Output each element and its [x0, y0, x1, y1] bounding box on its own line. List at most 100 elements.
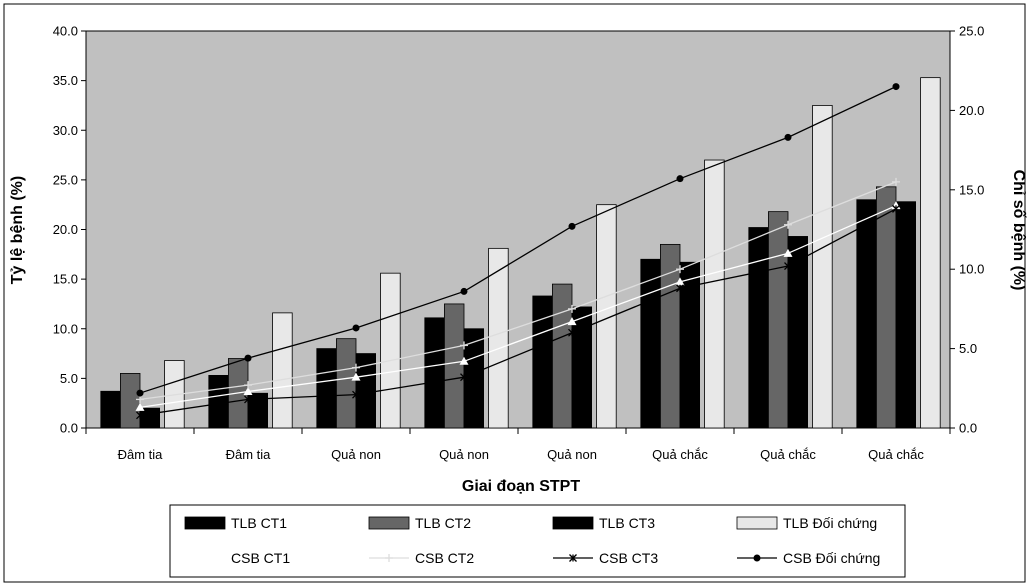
legend-marker — [753, 554, 761, 562]
point — [676, 265, 684, 274]
line-series-4 — [136, 83, 900, 397]
legend-label: CSB CT2 — [415, 550, 474, 566]
bar — [380, 272, 401, 429]
bar — [920, 77, 941, 429]
point — [352, 390, 360, 399]
point — [892, 204, 900, 213]
point — [136, 411, 144, 420]
line-series-3 — [136, 204, 900, 420]
x-tick-label: Quả chắc — [652, 447, 708, 462]
bar — [247, 392, 269, 429]
point — [136, 389, 144, 397]
legend-swatch — [552, 516, 594, 530]
y-tick-label: 5.0 — [60, 371, 78, 386]
y2-tick-label: 15.0 — [959, 182, 984, 197]
bar — [208, 374, 229, 429]
y-tick-label: 20.0 — [53, 222, 78, 237]
series-line — [139, 181, 897, 401]
series-line — [139, 85, 897, 394]
point — [892, 83, 900, 91]
x-tick-label: Đâm tia — [226, 447, 272, 462]
point — [784, 133, 792, 141]
plot-layer — [85, 30, 951, 429]
point — [567, 317, 577, 326]
x-tick-label: Đâm tia — [118, 447, 164, 462]
line-series-2 — [136, 177, 900, 404]
bar — [571, 306, 593, 429]
bar — [120, 373, 141, 429]
bar — [704, 159, 725, 429]
point — [783, 248, 793, 257]
y2-tick-label: 5.0 — [959, 341, 977, 356]
y2-tick-label: 10.0 — [959, 262, 984, 277]
x-tick-label: Quả non — [547, 447, 597, 462]
y2-tick-label: 0.0 — [959, 421, 977, 436]
bar — [335, 338, 357, 429]
y-tick-label: 35.0 — [53, 73, 78, 88]
bar — [532, 295, 553, 429]
point — [352, 324, 360, 332]
axis-layer: 0.0 5.0 10.0 15.0 20.0 25.0 30.0 35.0 40.0 0.0 5.0… — [53, 24, 985, 463]
legend-marker — [200, 553, 210, 562]
point — [568, 304, 576, 313]
y2-tick-label: 25.0 — [959, 24, 984, 39]
legend-marker — [385, 554, 393, 562]
y-tick-label: 40.0 — [53, 24, 78, 39]
x-axis-title: Giai đoạn STPT — [462, 478, 580, 495]
point — [244, 381, 252, 390]
bar — [443, 303, 465, 429]
point — [675, 277, 685, 286]
point — [676, 175, 684, 183]
y-tick-label: 15.0 — [53, 272, 78, 287]
bar — [272, 312, 293, 429]
bar — [316, 348, 337, 429]
y-tick-label: 25.0 — [53, 172, 78, 187]
bar — [640, 258, 661, 429]
bar — [660, 243, 681, 429]
bar — [463, 328, 485, 429]
bar — [552, 283, 573, 429]
legend-label: TLB CT3 — [599, 515, 655, 531]
bar — [424, 317, 445, 429]
x-tick-label: Quả chắc — [868, 447, 924, 462]
series-line — [139, 205, 897, 408]
bar — [856, 199, 877, 429]
bar-series-2 — [120, 186, 897, 429]
legend-label: TLB CT2 — [415, 515, 471, 531]
y-tick-label: 30.0 — [53, 123, 78, 138]
bar — [812, 105, 833, 429]
legend-label: CSB CT1 — [231, 550, 290, 566]
y2-axis-title: Chỉ số bệnh (%) — [1010, 170, 1027, 291]
x-tick-label: Quả chắc — [760, 447, 816, 462]
point — [135, 402, 145, 411]
line-series-1 — [135, 201, 901, 411]
legend: TLB CT1 TLB CT2 TLB CT3 TLB Đối chứng CSB CT… — [169, 504, 906, 578]
bar — [488, 247, 509, 429]
y-tick-label: 0.0 — [60, 421, 78, 436]
legend-label: TLB Đối chứng — [783, 515, 877, 531]
bar — [895, 201, 917, 429]
point — [244, 395, 252, 404]
point — [244, 354, 252, 362]
legend-swatch — [736, 516, 778, 530]
legend-label: CSB CT3 — [599, 550, 658, 566]
point — [460, 341, 468, 350]
bar — [768, 211, 789, 429]
point — [568, 328, 576, 337]
bar — [876, 186, 897, 429]
legend-marker — [569, 554, 577, 562]
bar — [679, 261, 701, 429]
legend-swatch — [184, 516, 226, 530]
bar-series-4 — [164, 77, 941, 429]
bar — [355, 353, 377, 429]
bar — [100, 390, 121, 429]
bar — [787, 236, 809, 429]
legend-box — [169, 504, 906, 578]
legend-label: TLB CT1 — [231, 515, 287, 531]
y-tick-label: 10.0 — [53, 321, 78, 336]
x-tick-label: Quả non — [331, 447, 381, 462]
series-line — [139, 208, 897, 416]
point — [351, 372, 361, 381]
y2-tick-label: 20.0 — [959, 103, 984, 118]
